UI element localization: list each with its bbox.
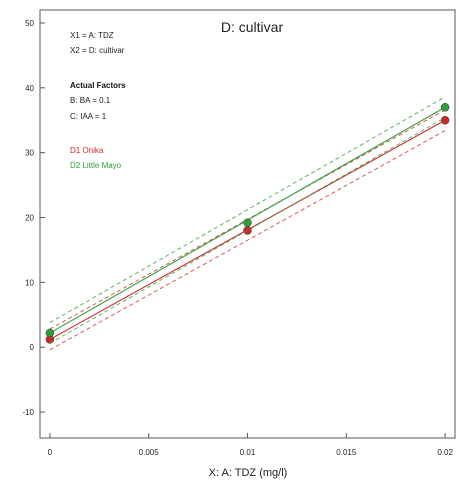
x-tick-label: 0.005 bbox=[139, 448, 160, 457]
series-ci-lower-1 bbox=[49, 130, 446, 351]
y-tick-label: 10 bbox=[25, 278, 34, 287]
series-layer bbox=[45, 96, 450, 351]
series-ci-upper-2 bbox=[49, 96, 446, 323]
series-ci-lower-2 bbox=[49, 117, 446, 344]
x-tick-label: 0.015 bbox=[336, 448, 357, 457]
info-x1: X1 = A: TDZ bbox=[70, 31, 114, 40]
y-axis-ticks: -10 0 10 20 30 40 50 bbox=[22, 19, 45, 417]
y-tick-label: 20 bbox=[25, 214, 34, 223]
legend-series-d1: D1 Onika bbox=[70, 146, 104, 155]
x-axis-ticks: 0 0.005 0.01 0.015 0.02 bbox=[48, 433, 453, 457]
info-panel: X1 = A: TDZ X2 = D: cultivar Actual Fact… bbox=[70, 31, 126, 170]
x-tick-label: 0.02 bbox=[437, 448, 453, 457]
y-tick-label: 50 bbox=[25, 19, 34, 28]
factor-c: C: IAA = 1 bbox=[70, 112, 107, 121]
x-tick-label: 0.01 bbox=[240, 448, 256, 457]
x-tick-label: 0 bbox=[48, 448, 53, 457]
y-tick-label: 0 bbox=[30, 343, 35, 352]
legend-series-d2: D2 Little Mayo bbox=[70, 161, 122, 170]
factor-b: B: BA = 0.1 bbox=[70, 96, 111, 105]
y-tick-label: -10 bbox=[22, 408, 34, 417]
y-tick-label: 30 bbox=[25, 149, 34, 158]
series-point-1 bbox=[440, 115, 450, 125]
info-x2: X2 = D: cultivar bbox=[70, 46, 125, 55]
series-point-2 bbox=[440, 103, 450, 112]
actual-factors-title: Actual Factors bbox=[70, 81, 126, 90]
x-axis-label: X: A: TDZ (mg/l) bbox=[209, 467, 288, 479]
chart-title: D: cultivar bbox=[221, 19, 284, 35]
series-point-2 bbox=[243, 218, 252, 227]
series-point-2 bbox=[45, 328, 55, 338]
y-tick-label: 40 bbox=[25, 84, 34, 93]
